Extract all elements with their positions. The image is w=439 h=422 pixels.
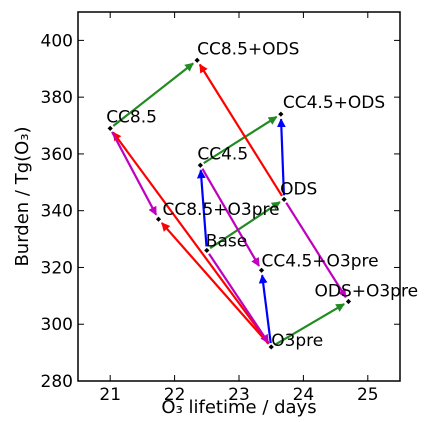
y-tick-label: 360 [41, 145, 73, 165]
x-tick-label: 24 [293, 385, 315, 405]
point-cc4-5 [197, 162, 203, 168]
point-base [204, 247, 210, 254]
arrow-cc8-5-to-cc8-5-o3pre [111, 131, 158, 216]
arrow-ods-to-cc4-5-ods [276, 118, 286, 196]
arrow-cc4-5-to-cc4-5-ods [203, 115, 278, 165]
point-label-base: Base [206, 231, 247, 251]
point-label-ods: ODS [280, 179, 317, 199]
point-label-cc4-5-ods: CC4.5+ODS [283, 93, 385, 113]
point-cc4-5-ods [278, 111, 284, 117]
x-tick-label: 23 [228, 385, 250, 405]
y-axis-label: Burden / Tg(O₃) [12, 126, 33, 266]
x-tick-label: 22 [164, 385, 186, 405]
point-label-o3pre: O3pre [271, 331, 323, 351]
arrow-base-to-o3pre [208, 253, 270, 344]
arrow-ods-to-ods-o3pre [285, 202, 347, 299]
x-tick-label: 25 [357, 385, 379, 405]
y-tick-label: 400 [41, 31, 73, 51]
arrow-cc8-5-to-cc8-5-ods [112, 62, 194, 127]
point-o3pre [268, 344, 274, 350]
y-tick-label: 300 [41, 315, 73, 335]
y-tick-label: 320 [41, 258, 73, 278]
arrow-o3pre-to-cc4-5-o3pre [258, 274, 272, 344]
arrow-base-to-cc4-5 [196, 169, 208, 247]
point-label-cc8-5-o3pre: CC8.5+O3pre [163, 200, 280, 220]
arrow-ods-to-cc8-5-ods [198, 63, 283, 197]
plot-frame [77, 11, 401, 382]
points-layer: CC8.5+ODS CC4.5+ODS CC8.5 CC4.5 ODSCC8.5+O3p… [106, 39, 418, 351]
point-ods [281, 196, 287, 202]
point-label-ods-o3pre: ODS+O3pre [314, 282, 418, 302]
point-cc8-5-o3pre [155, 216, 162, 222]
arrow-o3pre-to-ods-o3pre [274, 303, 345, 346]
point-label-cc4-5: CC4.5 [197, 144, 248, 164]
arrow-cc4-5-to-cc4-5-o3pre [201, 168, 260, 267]
y-tick-label: 340 [41, 202, 73, 222]
point-cc4-5-o3pre [258, 267, 265, 273]
arrows-layer [111, 62, 347, 346]
point-cc8-5-ods [194, 57, 200, 63]
arrow-o3pre-to-cc8-5 [112, 131, 270, 345]
arrow-o3pre-to-cc8-5-o3pre [160, 222, 270, 345]
arrow-base-to-ods [209, 201, 281, 250]
point-cc8-5 [107, 125, 113, 131]
point-label-cc4-5-o3pre: CC4.5+O3pre [262, 251, 379, 271]
point-label-cc8-5: CC8.5 [106, 107, 157, 127]
point-label-cc8-5-ods: CC8.5+ODS [197, 39, 299, 59]
x-axis-label: O₃ lifetime / days [161, 397, 316, 418]
y-tick-label: 280 [41, 372, 73, 392]
y-tick-label: 380 [41, 88, 73, 108]
point-ods-o3pre [345, 298, 352, 305]
x-tick-label: 21 [99, 385, 121, 405]
ticks-layer: 21 22 23 24 25 280 300 320 340 360 380 400 [41, 12, 400, 405]
